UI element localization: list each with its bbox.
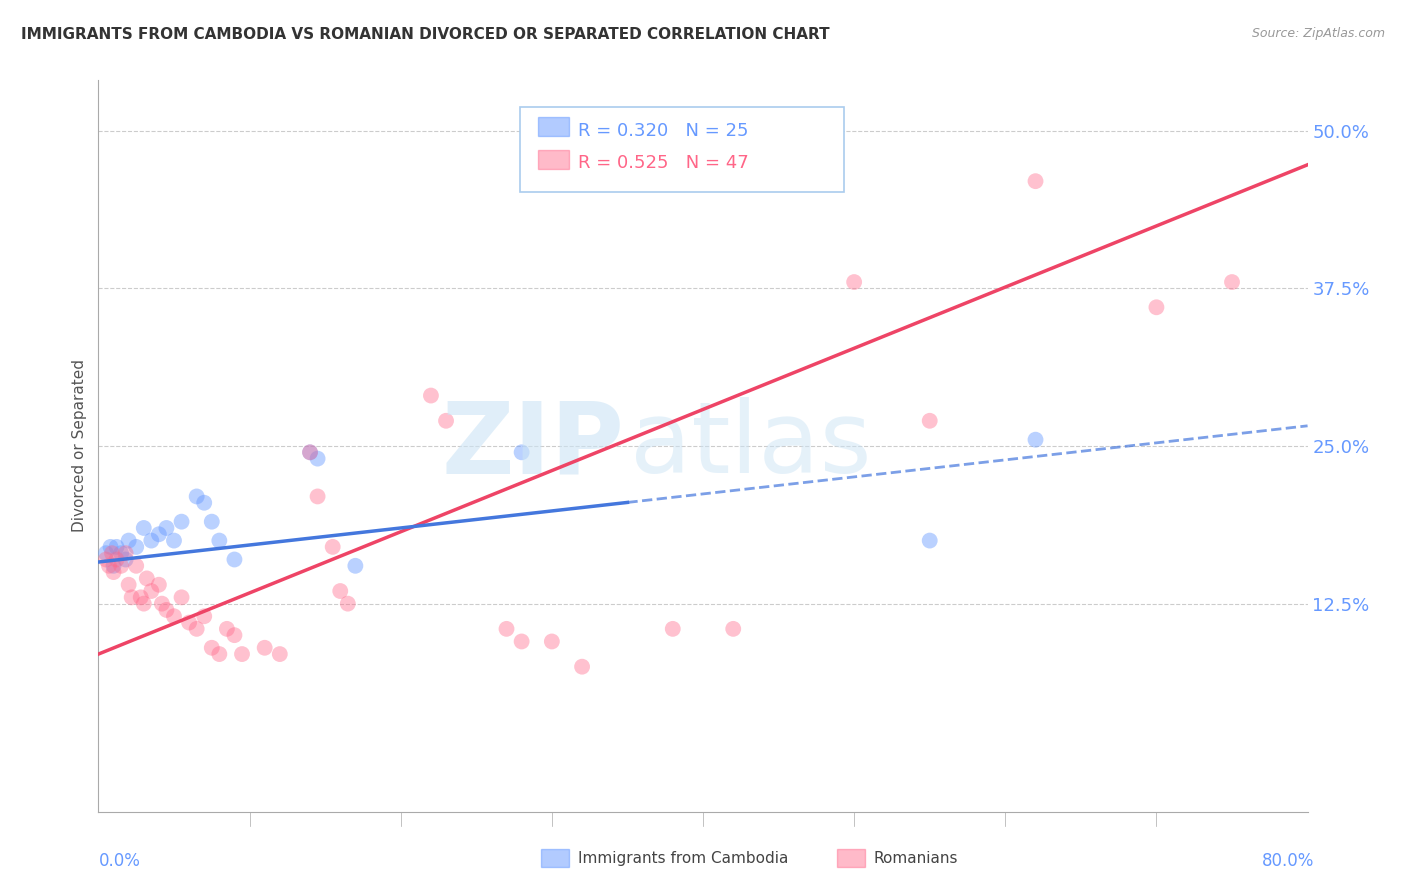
Point xyxy=(105,552,128,566)
Point xyxy=(155,521,177,535)
Point xyxy=(132,521,155,535)
Point xyxy=(118,578,141,592)
Point xyxy=(1024,174,1046,188)
Point xyxy=(208,533,231,548)
Point xyxy=(420,388,443,402)
Text: R = 0.525   N = 47: R = 0.525 N = 47 xyxy=(578,154,748,172)
Point xyxy=(121,591,143,605)
Y-axis label: Divorced or Separated: Divorced or Separated xyxy=(72,359,87,533)
Point xyxy=(723,622,745,636)
Point xyxy=(100,540,122,554)
Point xyxy=(114,552,136,566)
Point xyxy=(129,591,152,605)
Point xyxy=(110,546,132,560)
Point xyxy=(179,615,201,630)
Point xyxy=(193,609,215,624)
Point xyxy=(163,533,186,548)
Point xyxy=(253,640,276,655)
Point xyxy=(148,527,170,541)
Point xyxy=(322,540,344,554)
Point xyxy=(148,578,170,592)
Point xyxy=(844,275,866,289)
Point xyxy=(135,571,157,585)
Point xyxy=(141,584,163,599)
Point xyxy=(307,490,329,504)
Point xyxy=(105,540,128,554)
Point xyxy=(201,640,224,655)
Text: Source: ZipAtlas.com: Source: ZipAtlas.com xyxy=(1251,27,1385,40)
Point xyxy=(918,414,941,428)
Point xyxy=(208,647,231,661)
Point xyxy=(571,659,593,673)
Text: atlas: atlas xyxy=(630,398,872,494)
Point xyxy=(329,584,352,599)
Point xyxy=(269,647,291,661)
Point xyxy=(103,558,125,573)
Point xyxy=(170,591,193,605)
Point xyxy=(1144,300,1167,314)
Text: IMMIGRANTS FROM CAMBODIA VS ROMANIAN DIVORCED OR SEPARATED CORRELATION CHART: IMMIGRANTS FROM CAMBODIA VS ROMANIAN DIV… xyxy=(21,27,830,42)
Point xyxy=(299,445,322,459)
Point xyxy=(510,634,533,648)
Point xyxy=(193,496,215,510)
Point xyxy=(224,628,246,642)
Point xyxy=(201,515,224,529)
Point xyxy=(132,597,155,611)
Point xyxy=(336,597,359,611)
Text: ZIP: ZIP xyxy=(441,398,624,494)
Point xyxy=(170,515,193,529)
Point xyxy=(434,414,457,428)
Point xyxy=(114,546,136,560)
Point xyxy=(186,490,208,504)
Point xyxy=(215,622,238,636)
Point xyxy=(103,565,125,579)
Point xyxy=(1220,275,1243,289)
Point xyxy=(125,558,148,573)
Point xyxy=(186,622,208,636)
Point xyxy=(163,609,186,624)
Point xyxy=(1024,433,1046,447)
Point xyxy=(155,603,177,617)
Point xyxy=(231,647,253,661)
Point xyxy=(118,533,141,548)
Point xyxy=(661,622,683,636)
Text: 0.0%: 0.0% xyxy=(98,852,141,870)
Text: 80.0%: 80.0% xyxy=(1263,852,1315,870)
Point xyxy=(98,558,121,573)
Point xyxy=(344,558,367,573)
Point xyxy=(299,445,322,459)
Point xyxy=(495,622,517,636)
Point xyxy=(540,634,562,648)
Point xyxy=(918,533,941,548)
Point xyxy=(150,597,173,611)
Point xyxy=(307,451,329,466)
Point xyxy=(141,533,163,548)
Point xyxy=(101,546,124,560)
Text: Immigrants from Cambodia: Immigrants from Cambodia xyxy=(578,851,789,866)
Point xyxy=(510,445,533,459)
Point xyxy=(110,558,132,573)
Point xyxy=(94,546,117,560)
Point xyxy=(94,552,117,566)
Point xyxy=(224,552,246,566)
Text: R = 0.320   N = 25: R = 0.320 N = 25 xyxy=(578,122,748,140)
Point xyxy=(125,540,148,554)
Text: Romanians: Romanians xyxy=(873,851,957,866)
